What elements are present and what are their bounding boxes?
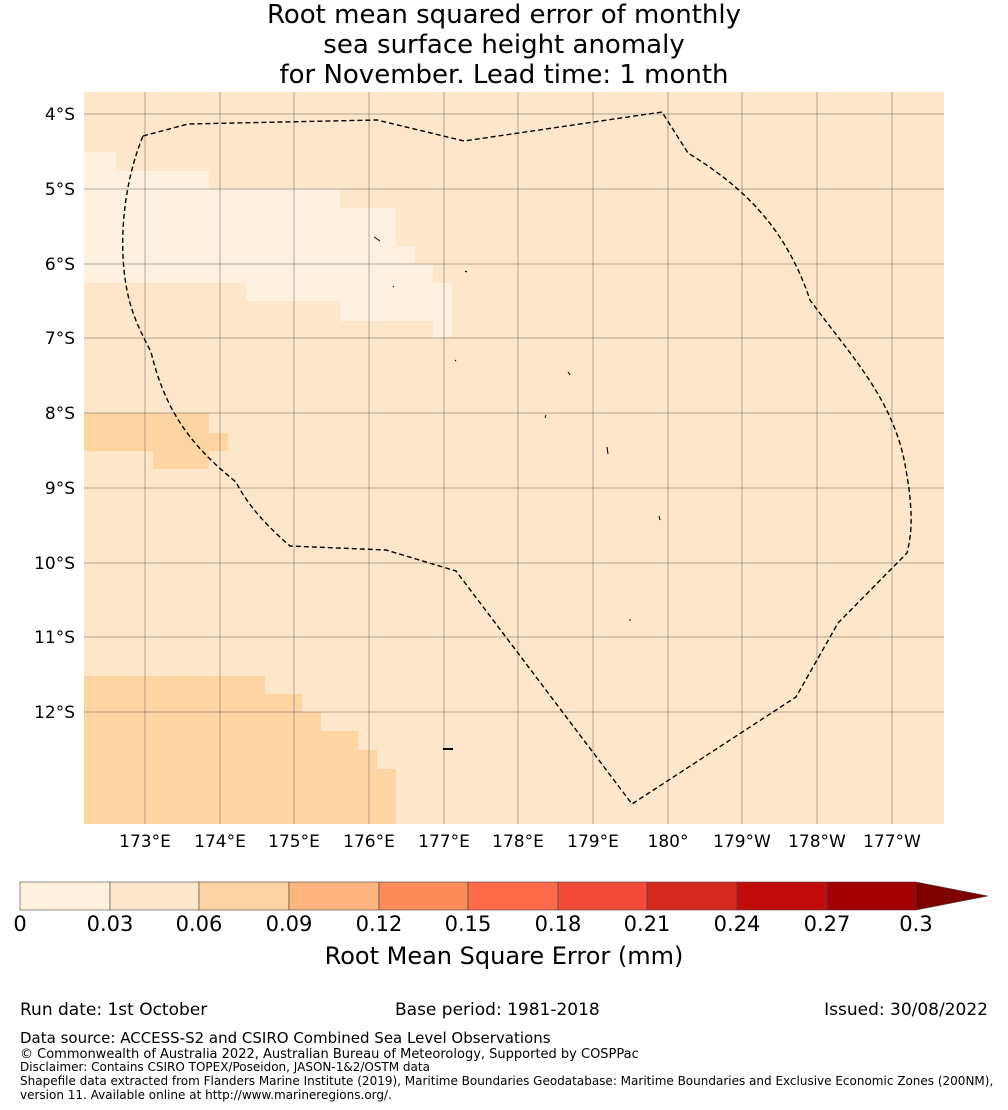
colorbar-tick-label: 0.27 <box>803 912 851 936</box>
copyright: © Commonwealth of Australia 2022, Austra… <box>20 1047 639 1062</box>
data-source: Data source: ACCESS-S2 and CSIRO Combine… <box>20 1029 551 1047</box>
colorbar-segment <box>826 881 917 911</box>
colorbar-segment <box>198 881 290 911</box>
colorbar-tick-label: 0.09 <box>265 912 313 936</box>
colorbar-segment <box>736 881 828 911</box>
lon-label: 176°E <box>343 832 395 852</box>
colorbar-segment <box>109 881 200 911</box>
islands <box>373 236 661 750</box>
colorbar-title: Root Mean Square Error (mm) <box>324 942 684 970</box>
lon-label: 175°E <box>268 832 320 852</box>
eez-boundary <box>122 111 912 805</box>
lon-label: 177°W <box>863 832 921 852</box>
lon-label: 179°W <box>713 832 771 852</box>
colorbar-tick-label: 0 <box>13 912 27 936</box>
colorbar <box>19 881 989 911</box>
lat-label: 8°S <box>45 404 75 424</box>
island <box>373 236 381 242</box>
lon-label: 178°E <box>492 832 544 852</box>
lon-label: 178°W <box>788 832 846 852</box>
lat-label: 7°S <box>45 329 75 349</box>
shapefile-source: Shapefile data extracted from Flanders M… <box>20 1074 994 1088</box>
island <box>658 515 661 521</box>
colorbar-segment <box>467 881 559 911</box>
colorbar-segment <box>557 881 648 911</box>
colorbar-tick-label: 0.3 <box>899 912 933 936</box>
title-line-3: for November. Lead time: 1 month <box>279 60 729 90</box>
lat-label: 6°S <box>45 255 75 275</box>
colorbar-segment <box>378 881 469 911</box>
disclaimer: Disclaimer: Contains CSIRO TOPEX/Poseido… <box>20 1060 430 1074</box>
lon-label: 179°E <box>567 832 619 852</box>
colorbar-tick-label: 0.12 <box>355 912 403 936</box>
colorbar-tick-label: 0.06 <box>175 912 223 936</box>
lat-label: 4°S <box>45 105 75 125</box>
title-line-1: Root mean squared error of monthly <box>266 0 742 30</box>
colorbar-tick-label: 0.18 <box>534 912 582 936</box>
lon-label: 180° <box>648 832 689 852</box>
run-date: Run date: 1st October <box>20 1000 208 1020</box>
island <box>606 446 609 455</box>
island <box>392 285 395 288</box>
lat-label: 12°S <box>34 703 75 723</box>
island <box>567 371 571 376</box>
colorbar-tick-label: 0.03 <box>86 912 134 936</box>
issued-date: Issued: 30/08/2022 <box>824 1000 988 1020</box>
colorbar-segment <box>19 881 111 911</box>
lat-label: 10°S <box>34 554 75 574</box>
colorbar-tick-label: 0.15 <box>444 912 492 936</box>
lon-label: 174°E <box>194 832 246 852</box>
gridlines <box>84 92 944 824</box>
lat-label: 9°S <box>45 479 75 499</box>
lon-label: 173°E <box>119 832 171 852</box>
colorbar-tick-label: 0.21 <box>623 912 671 936</box>
light-band-region <box>84 152 452 337</box>
island <box>544 414 547 419</box>
colorbar-segment <box>288 881 380 911</box>
lon-label: 177°E <box>418 832 470 852</box>
title-line-2: sea surface height anomaly <box>323 30 685 60</box>
lat-label: 5°S <box>45 180 75 200</box>
island <box>454 359 457 362</box>
map-figure: 4°S 5°S 6°S 7°S 8°S 9°S 10°S 11°S 12°S 1… <box>19 92 989 911</box>
colorbar-tick-label: 0.24 <box>713 912 761 936</box>
shapefile-source-url: version 11. Available online at http://w… <box>20 1088 392 1102</box>
base-period: Base period: 1981-2018 <box>395 1000 600 1020</box>
lat-label: 11°S <box>34 628 75 648</box>
colorbar-segment <box>646 881 738 911</box>
orange-patch-west <box>84 413 228 469</box>
island <box>464 270 468 273</box>
colorbar-extend-arrow <box>915 881 989 911</box>
chart-title: Root mean squared error of monthly sea s… <box>0 0 1008 90</box>
orange-patch-southwest <box>84 676 396 824</box>
